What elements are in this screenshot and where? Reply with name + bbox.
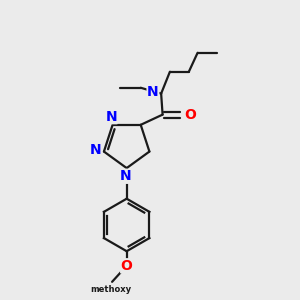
Text: N: N <box>90 143 102 157</box>
Text: methoxy: methoxy <box>90 286 131 295</box>
Text: N: N <box>147 85 159 99</box>
Text: N: N <box>105 110 117 124</box>
Text: N: N <box>119 169 131 183</box>
Text: O: O <box>121 259 133 273</box>
Text: O: O <box>184 108 196 122</box>
